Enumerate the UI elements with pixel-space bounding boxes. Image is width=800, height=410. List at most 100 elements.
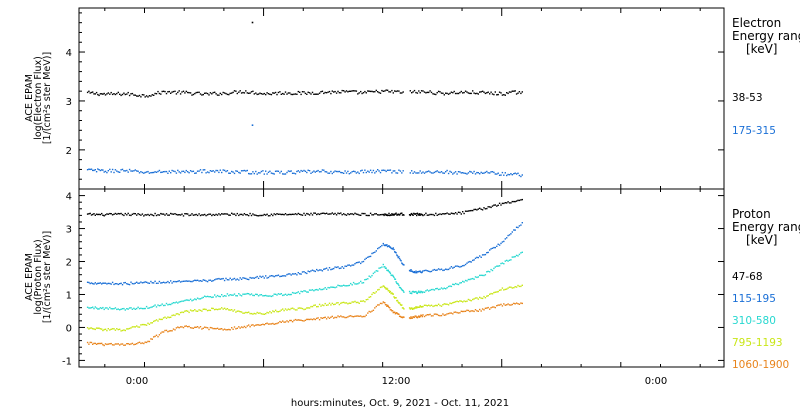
- electron-data-point: [384, 90, 386, 92]
- proton-data-point: [293, 319, 295, 322]
- electron-data-point: [238, 91, 240, 93]
- proton-data-point: [133, 283, 135, 285]
- proton-data-point: [351, 301, 353, 303]
- proton-data-point: [382, 301, 384, 303]
- proton-data-point: [377, 270, 379, 272]
- electron-data-point: [232, 91, 234, 94]
- proton-data-point: [340, 212, 342, 214]
- proton-data-point: [198, 309, 200, 311]
- proton-data-point: [432, 315, 434, 317]
- proton-data-point: [337, 284, 339, 286]
- proton-data-point: [93, 342, 95, 345]
- proton-data-point: [460, 300, 462, 302]
- proton-data-point: [114, 283, 117, 285]
- proton-data-point: [240, 326, 243, 328]
- electron-data-point: [255, 92, 257, 94]
- electron-data-point: [314, 93, 316, 95]
- electron-data-point: [287, 92, 290, 94]
- proton-data-point: [245, 214, 247, 216]
- proton-data-point: [164, 329, 166, 332]
- proton-data-point: [504, 304, 506, 306]
- electron-data-point: [192, 93, 195, 96]
- proton-data-point: [507, 287, 509, 289]
- proton-data-point: [513, 302, 515, 305]
- proton-data-point: [232, 294, 234, 296]
- electron-data-point: [150, 172, 152, 174]
- electron-data-point: [256, 93, 258, 96]
- proton-data-point: [428, 214, 430, 216]
- electron-data-point: [148, 95, 151, 97]
- proton-data-point: [401, 262, 403, 264]
- proton-data-point: [209, 296, 212, 298]
- proton-data-point: [416, 317, 419, 319]
- electron-data-point: [269, 93, 271, 95]
- electron-data-point: [214, 91, 216, 93]
- electron-data-point: [354, 170, 356, 173]
- proton-data-point: [97, 327, 99, 329]
- proton-data-point: [454, 311, 457, 313]
- proton-data-point: [480, 256, 482, 258]
- proton-data-point: [327, 304, 329, 306]
- electron-data-point: [121, 168, 124, 171]
- proton-data-point: [127, 343, 129, 345]
- proton-data-point: [286, 214, 288, 216]
- proton-data-point: [454, 282, 457, 285]
- proton-data-point: [143, 342, 145, 345]
- proton-data-point: [377, 247, 379, 250]
- proton-data-point: [257, 277, 260, 279]
- proton-data-point: [99, 342, 102, 345]
- proton-data-point: [423, 291, 426, 293]
- proton-data-point: [365, 314, 367, 316]
- proton-data-point: [430, 270, 433, 273]
- electron-data-point: [282, 173, 284, 175]
- electron-ylabel-line-2: log(Electron Flux): [33, 56, 44, 140]
- proton-data-point: [218, 295, 220, 298]
- proton-data-point: [179, 311, 182, 314]
- electron-data-point: [272, 172, 274, 175]
- proton-data-point: [355, 283, 358, 285]
- proton-data-point: [219, 278, 221, 280]
- proton-data-point: [381, 244, 383, 247]
- proton-data-point: [126, 283, 128, 285]
- proton-data-point: [521, 198, 523, 201]
- proton-data-point: [165, 302, 168, 305]
- proton-data-point: [228, 279, 230, 281]
- proton-data-point: [196, 310, 199, 312]
- proton-data-point: [116, 328, 118, 330]
- proton-data-point: [484, 297, 487, 299]
- proton-plot-frame: [78, 188, 725, 368]
- proton-data-point: [368, 275, 370, 277]
- proton-data-point: [206, 327, 209, 329]
- proton-data-point: [459, 211, 461, 214]
- proton-data-point: [474, 257, 477, 259]
- proton-data-point: [348, 284, 350, 287]
- proton-data-point: [371, 214, 373, 216]
- electron-data-point: [513, 173, 515, 175]
- proton-data-point: [469, 260, 471, 263]
- proton-data-point: [420, 291, 423, 293]
- proton-data-point: [287, 308, 290, 310]
- proton-data-point: [425, 212, 427, 214]
- electron-data-point: [246, 169, 248, 172]
- electron-data-point: [189, 92, 192, 94]
- proton-data-point: [437, 213, 440, 216]
- proton-data-point: [101, 283, 103, 285]
- proton-data-point: [172, 328, 175, 330]
- proton-data-point: [425, 314, 427, 317]
- proton-data-point: [360, 300, 362, 302]
- electron-data-point: [277, 170, 280, 172]
- electron-data-point: [432, 172, 434, 174]
- electron-data-point: [484, 92, 487, 95]
- electron-legend-item-175-315: 175-315: [732, 125, 776, 137]
- electron-data-point: [428, 91, 430, 94]
- proton-data-point: [320, 305, 322, 307]
- proton-data-point: [113, 308, 115, 310]
- proton-data-point: [497, 204, 499, 206]
- proton-data-point: [490, 307, 492, 309]
- proton-data-point: [266, 311, 268, 314]
- proton-data-point: [291, 213, 294, 215]
- proton-data-point: [347, 213, 349, 215]
- proton-data-point: [198, 213, 200, 215]
- proton-data-point: [111, 281, 114, 284]
- proton-data-point: [417, 316, 419, 318]
